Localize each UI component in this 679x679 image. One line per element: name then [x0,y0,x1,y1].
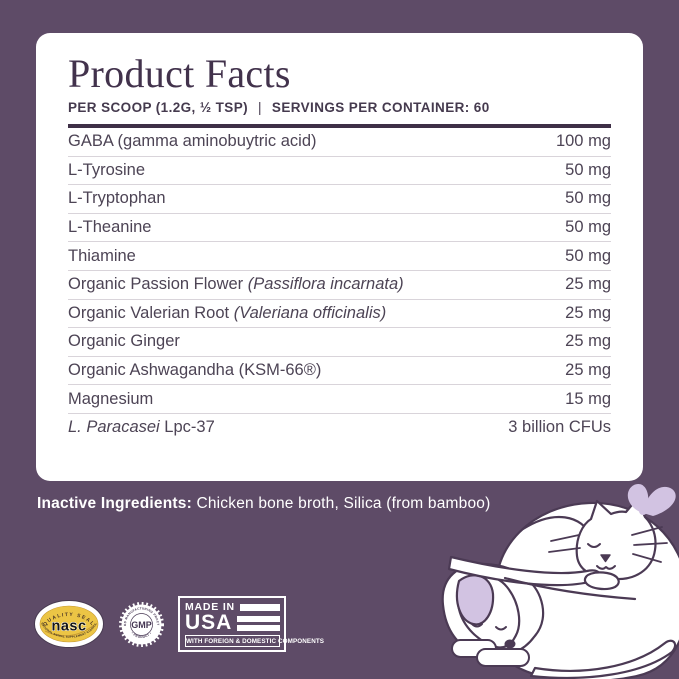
table-row: L. Paracasei Lpc-37 3 billion CFUs [68,414,611,442]
table-row: Organic Passion Flower (Passiflora incar… [68,271,611,300]
table-row: L-Theanine 50 mg [68,214,611,243]
table-row: Organic Valerian Root (Valeriana officin… [68,300,611,329]
serving-divider: | [258,100,262,115]
ingredient-name: L-Tyrosine [68,160,146,179]
inactive-ingredients-label: Inactive Ingredients: [37,495,192,512]
ingredient-name: L. Paracasei Lpc-37 [68,418,215,437]
ingredient-amount: 25 mg [565,332,611,351]
table-row: L-Tryptophan 50 mg [68,185,611,214]
ingredient-amount: 50 mg [565,189,611,208]
flag-stripe [239,603,280,611]
ingredient-table: GABA (gamma aminobuytric acid) 100 mg L-T… [68,124,611,442]
table-row: GABA (gamma aminobuytric acid) 100 mg [68,128,611,157]
ingredient-amount: 100 mg [555,132,611,151]
ingredient-amount: 25 mg [565,303,611,322]
nasc-quality-seal-icon: QUALITY SEAL nasc NATIONAL ANIMAL SUPPLE… [34,600,104,648]
ingredient-amount: 50 mg [565,160,611,179]
ingredient-name: Organic Ginger [68,332,180,351]
ingredient-amount: 15 mg [565,389,611,408]
ingredient-amount: 25 mg [565,361,611,380]
table-row: Magnesium 15 mg [68,385,611,414]
ingredient-name: Organic Valerian Root (Valeriana officin… [68,303,387,322]
table-row: L-Tyrosine 50 mg [68,157,611,186]
product-facts-panel: Product Facts PER SCOOP (1.2G, ½ TSP) | … [36,33,643,481]
ingredient-name: Organic Ashwagandha (KSM-66®) [68,361,322,380]
svg-text:GMP: GMP [131,620,152,630]
svg-text:nasc: nasc [51,619,86,635]
ingredient-amount: 50 mg [565,218,611,237]
table-row: Thiamine 50 mg [68,242,611,271]
certification-seals: QUALITY SEAL nasc NATIONAL ANIMAL SUPPLE… [33,596,324,652]
ingredient-name: GABA (gamma aminobuytric acid) [68,132,317,151]
ingredient-name: Organic Passion Flower (Passiflora incar… [68,275,404,294]
gmp-seal-icon: GOOD MANUFACTURING PRACTICE • PRODUCT • … [118,601,164,647]
ingredient-amount: 3 billion CFUs [508,418,611,437]
table-row: Organic Ginger 25 mg [68,328,611,357]
per-scoop-text: PER SCOOP (1.2G, ½ TSP) [68,100,248,115]
ingredient-name: L-Theanine [68,218,152,237]
ingredient-name: Thiamine [68,246,136,265]
made-in-usa-badge: MADE IN USA WITH FOREIGN & DOMESTIC COMP… [178,596,324,652]
ingredient-name: Magnesium [68,389,154,408]
ingredient-amount: 50 mg [565,246,611,265]
ingredient-amount: 25 mg [565,275,611,294]
inactive-ingredients-line: Inactive Ingredients: Chicken bone broth… [37,495,490,513]
table-row: Organic Ashwagandha (KSM-66®) 25 mg [68,357,611,386]
flag-stripes [237,615,280,631]
panel-title: Product Facts [68,51,291,96]
sleeping-dog-cat-illustration [441,483,679,679]
ingredient-name: L-Tryptophan [68,189,166,208]
inactive-ingredients-text: Chicken bone broth, Silica (from bamboo) [191,495,491,512]
made-in-text: MADE IN [185,601,235,613]
svg-text:• PRODUCT •: • PRODUCT • [130,631,152,639]
serving-info-line: PER SCOOP (1.2G, ½ TSP) | SERVINGS PER C… [68,100,611,115]
servings-per-container-text: SERVINGS PER CONTAINER: 60 [271,100,490,115]
usa-text: USA [185,611,233,634]
components-text: WITH FOREIGN & DOMESTIC COMPONENTS [185,635,324,647]
